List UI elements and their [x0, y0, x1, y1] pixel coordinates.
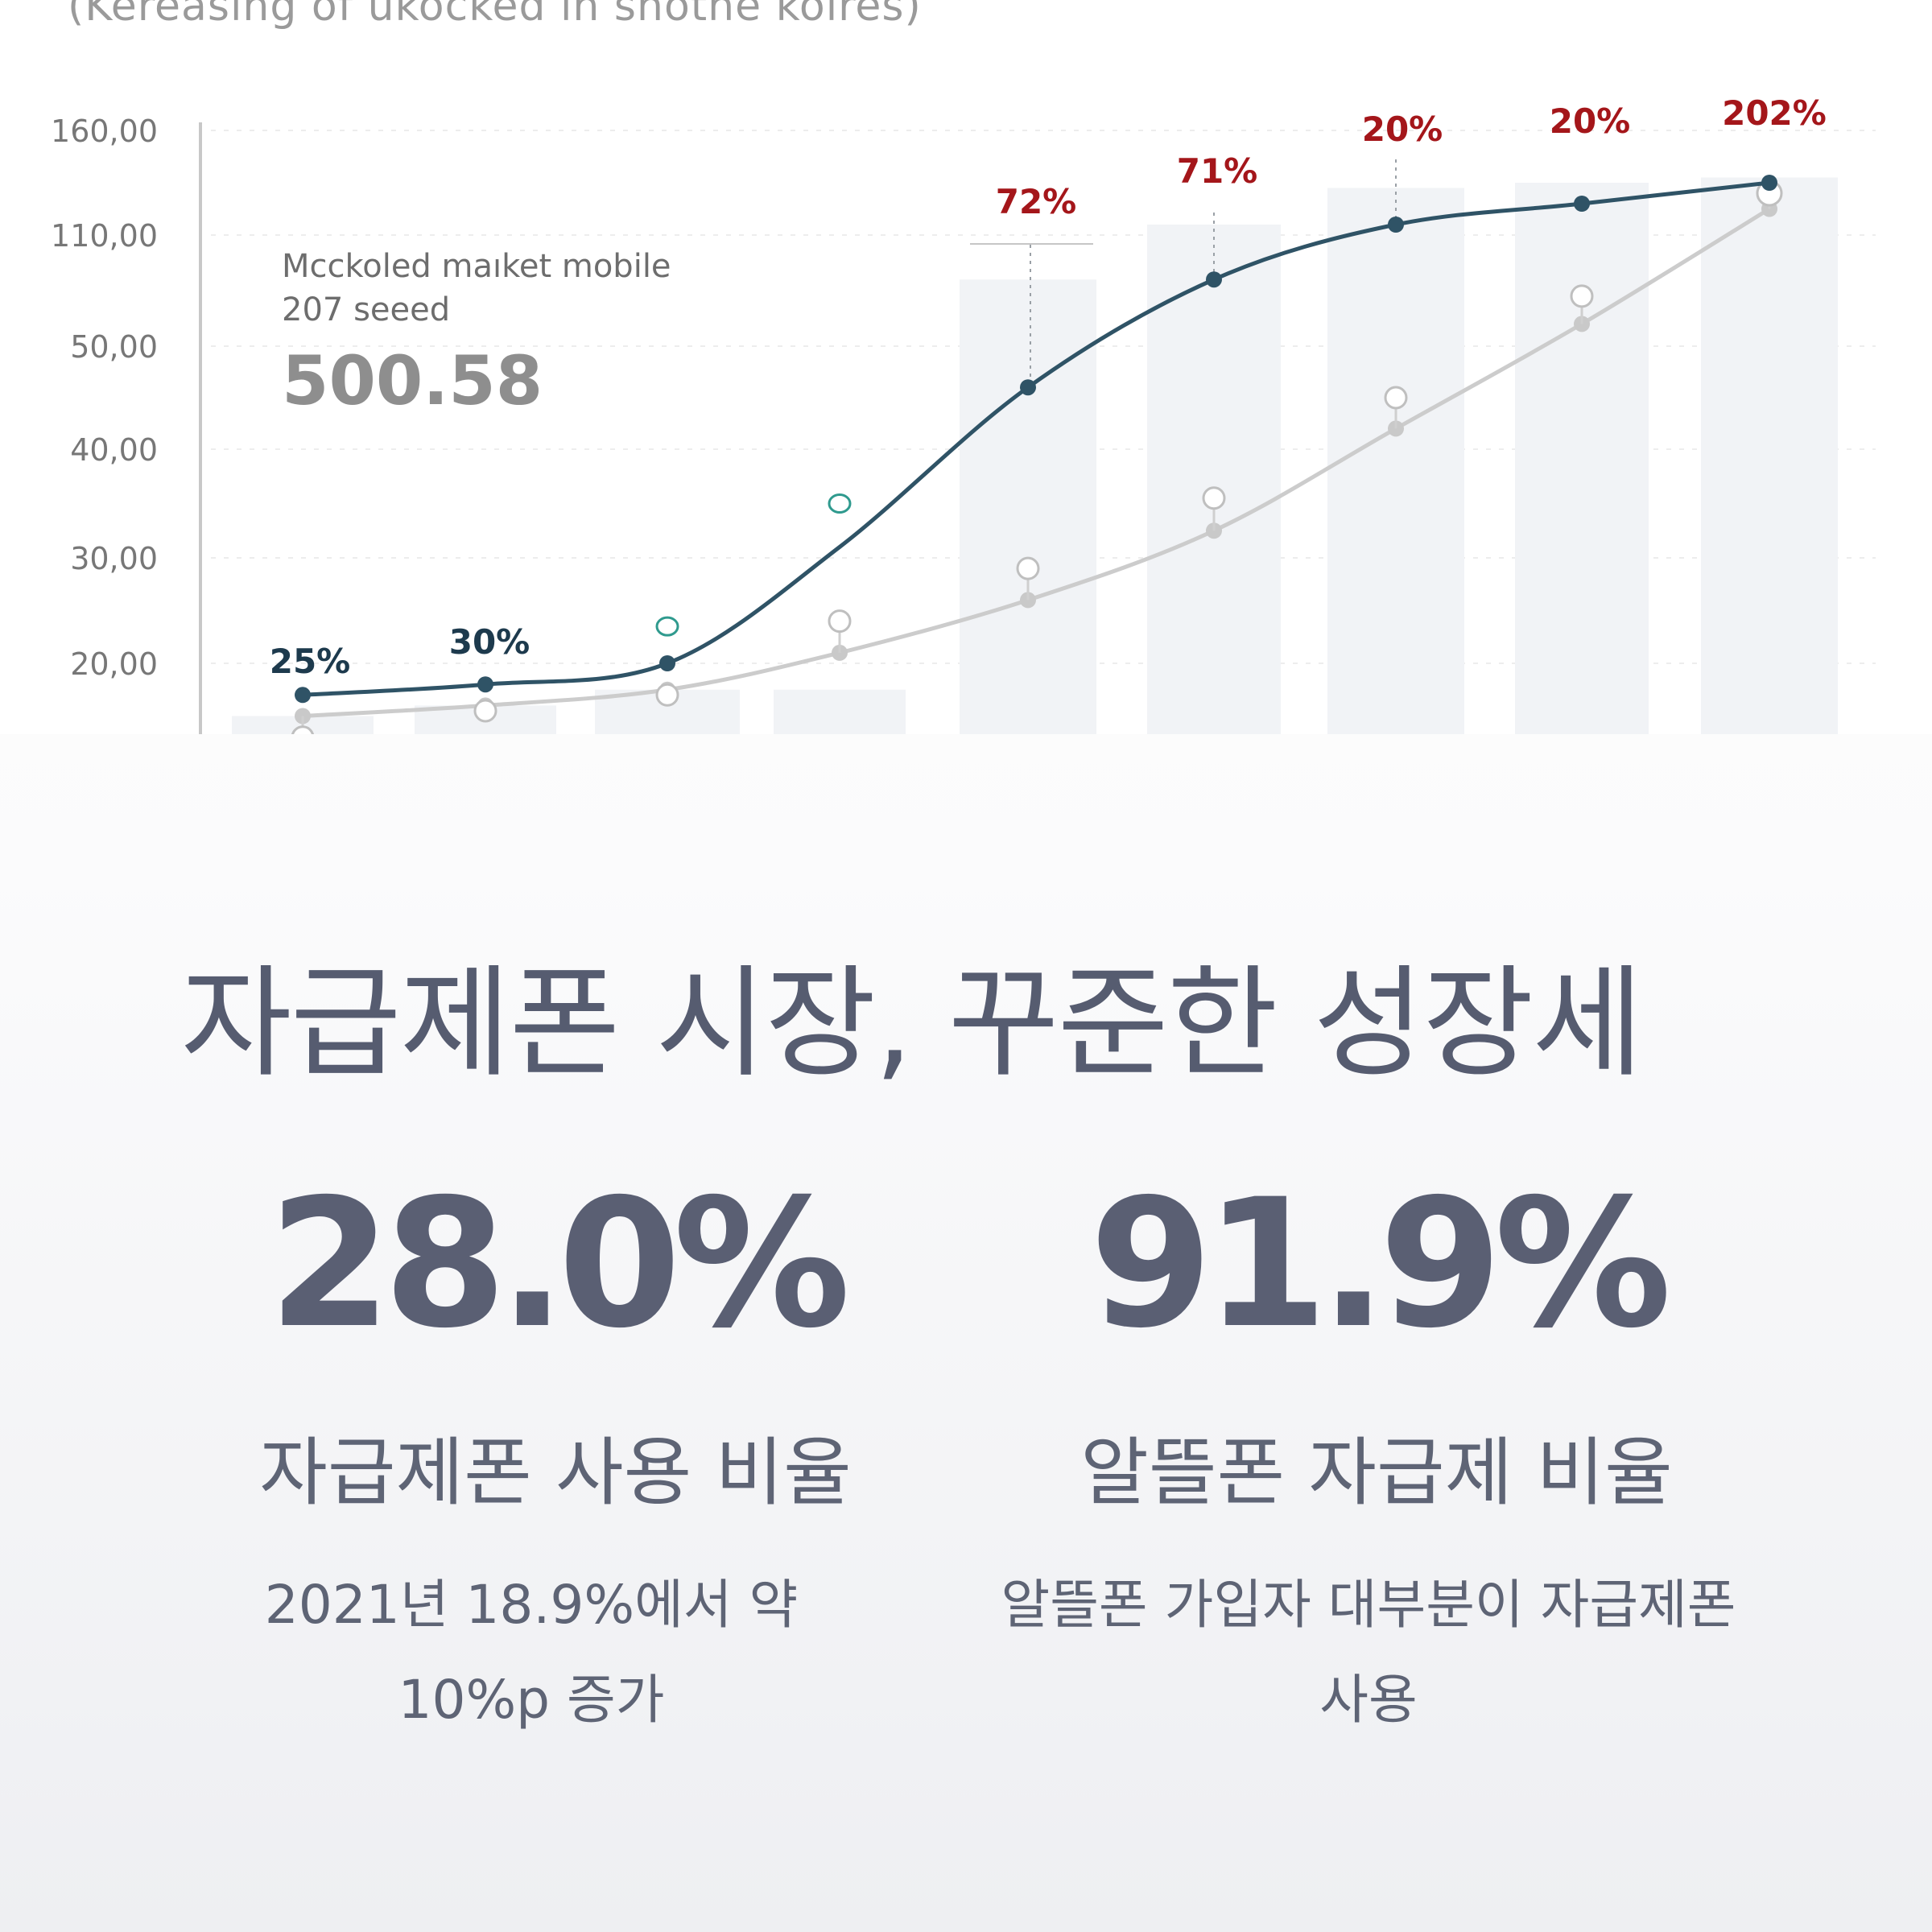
chart-canvas: 160,00 110,00 50,00 40,00 30,00 20,00 25% 30% 72…: [51, 93, 1876, 734]
gray-open-marker-4: [1016, 556, 1040, 580]
teal-open-marker-1: [828, 493, 852, 514]
stat-description: 2021년 18.9%에서 약 10%p 증가: [264, 1574, 799, 1731]
gray-open-marker-5: [1202, 486, 1226, 510]
teal-open-marker-0: [655, 616, 679, 637]
y-tick-label-1: 110,00: [51, 218, 158, 254]
series-main-point-0: [295, 687, 311, 704]
gray-open-marker-1: [473, 699, 497, 723]
inset-line-2: 207 seeed: [282, 291, 451, 328]
stat-label: 알뜰폰 자급제 비율: [1080, 1430, 1673, 1516]
bar-7: [1515, 183, 1649, 734]
point-label-0: 25%: [270, 642, 351, 681]
series-main-point-7: [1574, 196, 1590, 212]
y-tick-label-0: 160,00: [51, 114, 158, 149]
bar-8: [1701, 177, 1838, 734]
y-tick-label-3: 40,00: [70, 432, 158, 468]
series-main-point-1: [477, 676, 493, 693]
y-tick-label-5: 20,00: [70, 646, 158, 682]
point-label-4: 72%: [996, 182, 1077, 221]
stat-label: 자급제폰 사용 비율: [259, 1430, 852, 1516]
growth-chart: 160,00 110,00 50,00 40,00 30,00 20,00 25% 30% 72…: [0, 0, 1932, 734]
series-main-point-8: [1761, 175, 1777, 191]
series-main-point-6: [1388, 217, 1404, 233]
chart-inset-callout: Mcckoled maıket mobile 207 seeed 500.58: [282, 245, 671, 425]
gray-open-marker-3: [828, 609, 852, 634]
gray-open-marker-7: [1570, 284, 1594, 308]
stat-description: 알뜰폰 가입자 대부분이 자급제폰 사용: [1001, 1574, 1736, 1731]
gray-open-marker-6: [1384, 386, 1408, 410]
point-label-1: 30%: [449, 622, 530, 662]
point-label-8: 202%: [1722, 93, 1827, 133]
stat-value: 28.0%: [268, 1161, 850, 1367]
point-label-6: 20%: [1362, 109, 1443, 149]
inset-line-1: Mcckoled maıket mobile: [282, 248, 671, 285]
y-tick-label-2: 50,00: [70, 329, 158, 365]
bar-6: [1327, 188, 1464, 734]
stat-value: 91.9%: [1089, 1161, 1671, 1367]
bar-4: [960, 279, 1096, 734]
point-label-7: 20%: [1550, 101, 1631, 141]
bar-5: [1147, 225, 1281, 734]
series-main-point-5: [1206, 271, 1222, 288]
page-headline: 자급제폰 시장, 꾸준한 성장세: [180, 954, 1644, 1094]
series-main-point-4: [1020, 379, 1036, 396]
chart-subtitle: (Kereasing of ukocked in snothe koires): [68, 0, 922, 31]
series-line-secondary: [302, 207, 1771, 718]
gray-open-marker-0: [291, 725, 315, 734]
y-tick-label-4: 30,00: [70, 541, 158, 576]
point-label-5: 71%: [1177, 151, 1258, 191]
bar-3: [774, 689, 906, 734]
gray-open-marker-2: [655, 683, 679, 707]
inset-value: 500.58: [282, 341, 543, 420]
series-main-point-2: [659, 655, 675, 671]
